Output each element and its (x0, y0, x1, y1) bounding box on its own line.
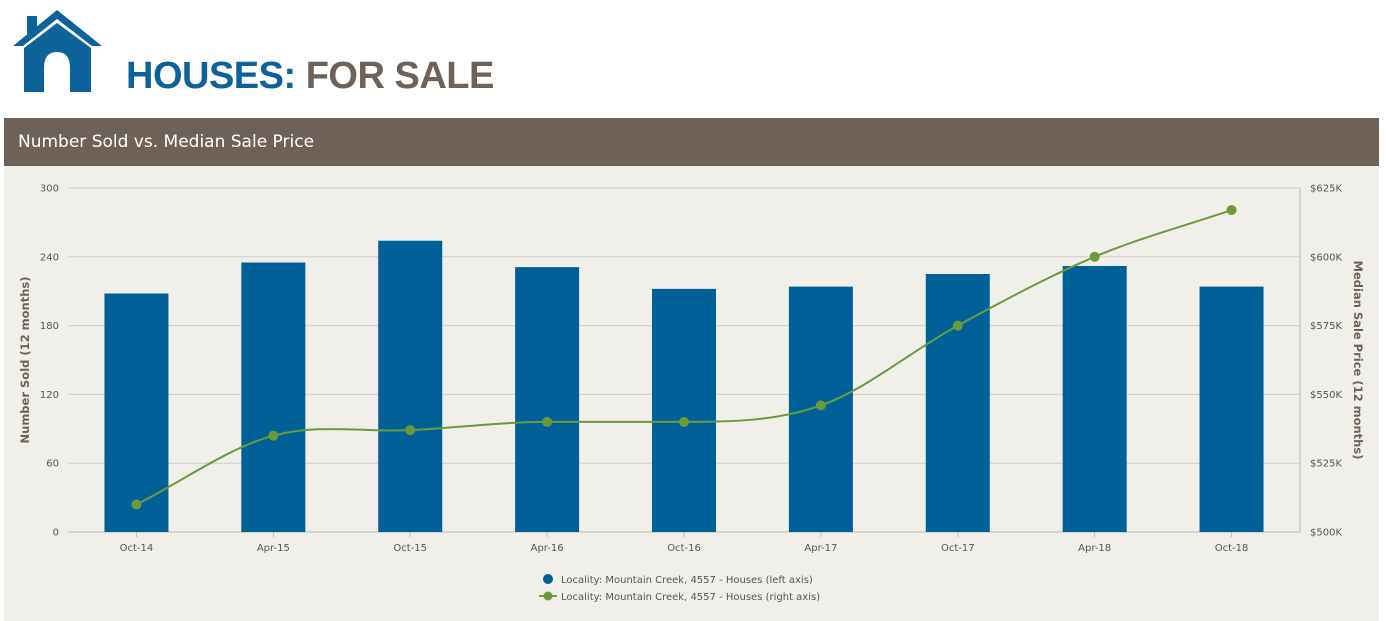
chart-panel-header: Number Sold vs. Median Sale Price (4, 118, 1379, 166)
axes: 0 $500K 60 $525K 120 $550K 180 $575K 240 $600K 300… (40, 184, 1343, 555)
x-tick-label: Apr-15 (257, 543, 290, 554)
legend-item-bars[interactable]: Locality: Mountain Creek, 4557 - Houses … (543, 574, 813, 586)
y-tick-right: $575K (1310, 321, 1342, 332)
line-point[interactable] (679, 416, 689, 427)
y-tick-left: 60 (46, 459, 59, 470)
line-series (131, 205, 1237, 510)
x-tick-label: Oct-16 (667, 543, 701, 554)
title-houses: HOUSES: (126, 55, 296, 97)
legend[interactable]: Locality: Mountain Creek, 4557 - Houses … (539, 574, 820, 603)
y-axis-title-left: Number Sold (12 months) (18, 277, 32, 444)
x-tick-label: Oct-14 (120, 543, 154, 554)
bar[interactable] (652, 288, 716, 532)
line-point[interactable] (815, 400, 826, 411)
chart-panel-title: Number Sold vs. Median Sale Price (18, 132, 315, 152)
x-tick-label: Apr-18 (1078, 543, 1111, 554)
x-tick-label: Apr-16 (531, 543, 564, 554)
y-tick-right: $550K (1310, 390, 1342, 401)
legend-line-marker (543, 591, 553, 601)
bar[interactable] (515, 267, 580, 532)
line-point[interactable] (131, 499, 142, 510)
bar-series (104, 240, 1264, 532)
line-point[interactable] (1089, 251, 1100, 262)
bar[interactable] (1062, 265, 1127, 532)
legend-label-line: Locality: Mountain Creek, 4557 - Houses … (561, 592, 820, 603)
x-tick-label: Oct-15 (393, 543, 427, 554)
house-icon (13, 10, 102, 92)
legend-label-bars: Locality: Mountain Creek, 4557 - Houses … (561, 575, 813, 586)
bar[interactable] (378, 240, 443, 532)
y-tick-left: 120 (40, 390, 59, 401)
bar[interactable] (241, 262, 306, 532)
y-tick-left: 180 (40, 321, 59, 332)
legend-item-line[interactable]: Locality: Mountain Creek, 4557 - Houses … (539, 591, 820, 604)
x-tick-label: Apr-17 (804, 543, 837, 554)
line-point[interactable] (405, 425, 416, 436)
header: HOUSES: FOR SALE (0, 0, 1386, 118)
title-for-sale: FOR SALE (305, 55, 495, 97)
y-tick-right: $600K (1310, 252, 1342, 263)
chart-area: 0 $500K 60 $525K 120 $550K 180 $575K 240 $600K 300… (4, 166, 1379, 621)
x-tick-label: Oct-17 (941, 543, 975, 554)
legend-bar-marker (543, 574, 553, 584)
bar[interactable] (104, 293, 169, 532)
bar[interactable] (1199, 286, 1264, 532)
page-title: HOUSES: FOR SALE (126, 54, 494, 98)
y-axis-title-right: Median Sale Price (12 months) (1351, 261, 1365, 460)
y-tick-left: 240 (40, 252, 59, 263)
y-tick-right: $500K (1310, 528, 1342, 539)
line-point[interactable] (1226, 205, 1237, 216)
line-point[interactable] (268, 430, 279, 441)
x-tick-label: Oct-18 (1215, 543, 1249, 554)
line-point[interactable] (542, 416, 553, 427)
combo-chart: 0 $500K 60 $525K 120 $550K 180 $575K 240 $600K 300… (18, 184, 1365, 604)
y-tick-right: $525K (1310, 459, 1342, 470)
y-tick-left: 300 (40, 184, 59, 195)
y-tick-left: 0 (53, 528, 59, 539)
line-point[interactable] (952, 320, 963, 331)
y-tick-right: $625K (1310, 184, 1342, 195)
bar[interactable] (925, 274, 990, 532)
